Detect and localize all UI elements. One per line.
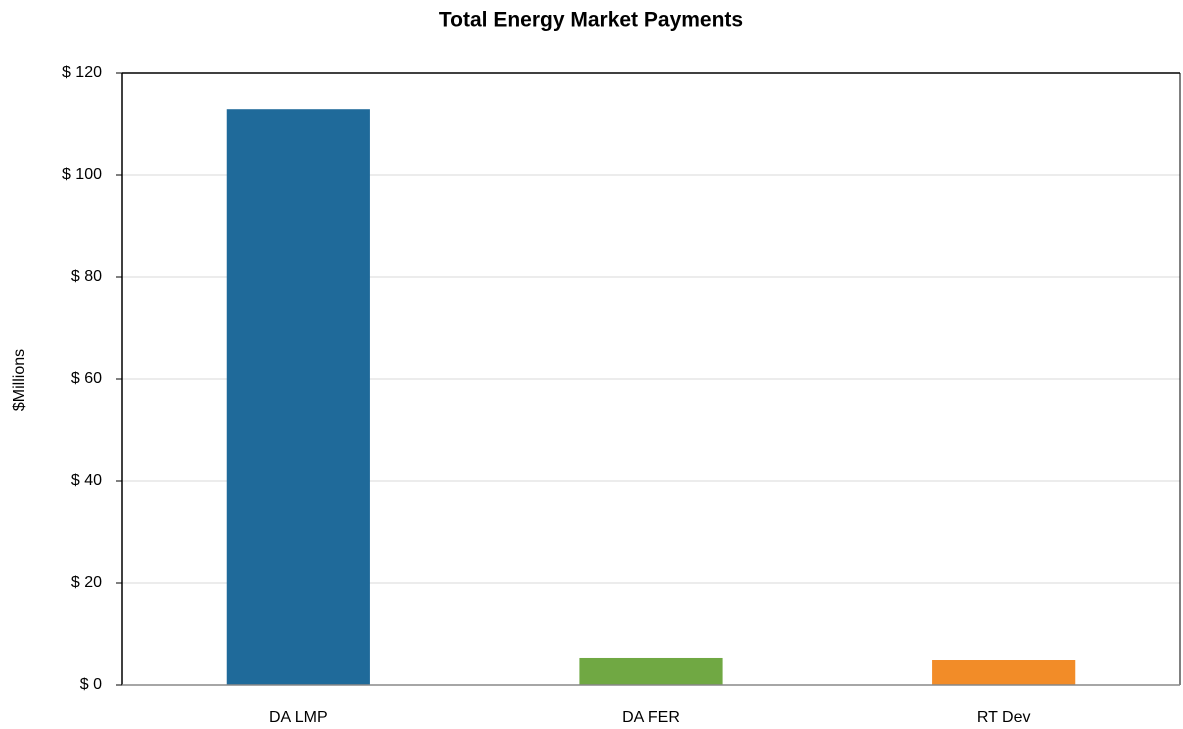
y-tick-label: $ 60 (71, 370, 102, 387)
bar (932, 660, 1076, 685)
bar (226, 109, 370, 685)
x-tick-label: DA LMP (269, 709, 328, 726)
y-axis-label: $Millions (11, 349, 28, 411)
x-tick-label: DA FER (622, 709, 680, 726)
y-tick-label: $ 100 (62, 166, 102, 183)
y-tick-label: $ 0 (80, 676, 102, 693)
y-tick-label: $ 80 (71, 268, 102, 285)
x-tick-label: RT Dev (977, 709, 1031, 726)
bar (579, 657, 723, 685)
y-tick-label: $ 120 (62, 64, 102, 81)
y-tick-label: $ 40 (71, 472, 102, 489)
y-tick-label: $ 20 (71, 574, 102, 591)
chart-title: Total Energy Market Payments (439, 9, 743, 32)
